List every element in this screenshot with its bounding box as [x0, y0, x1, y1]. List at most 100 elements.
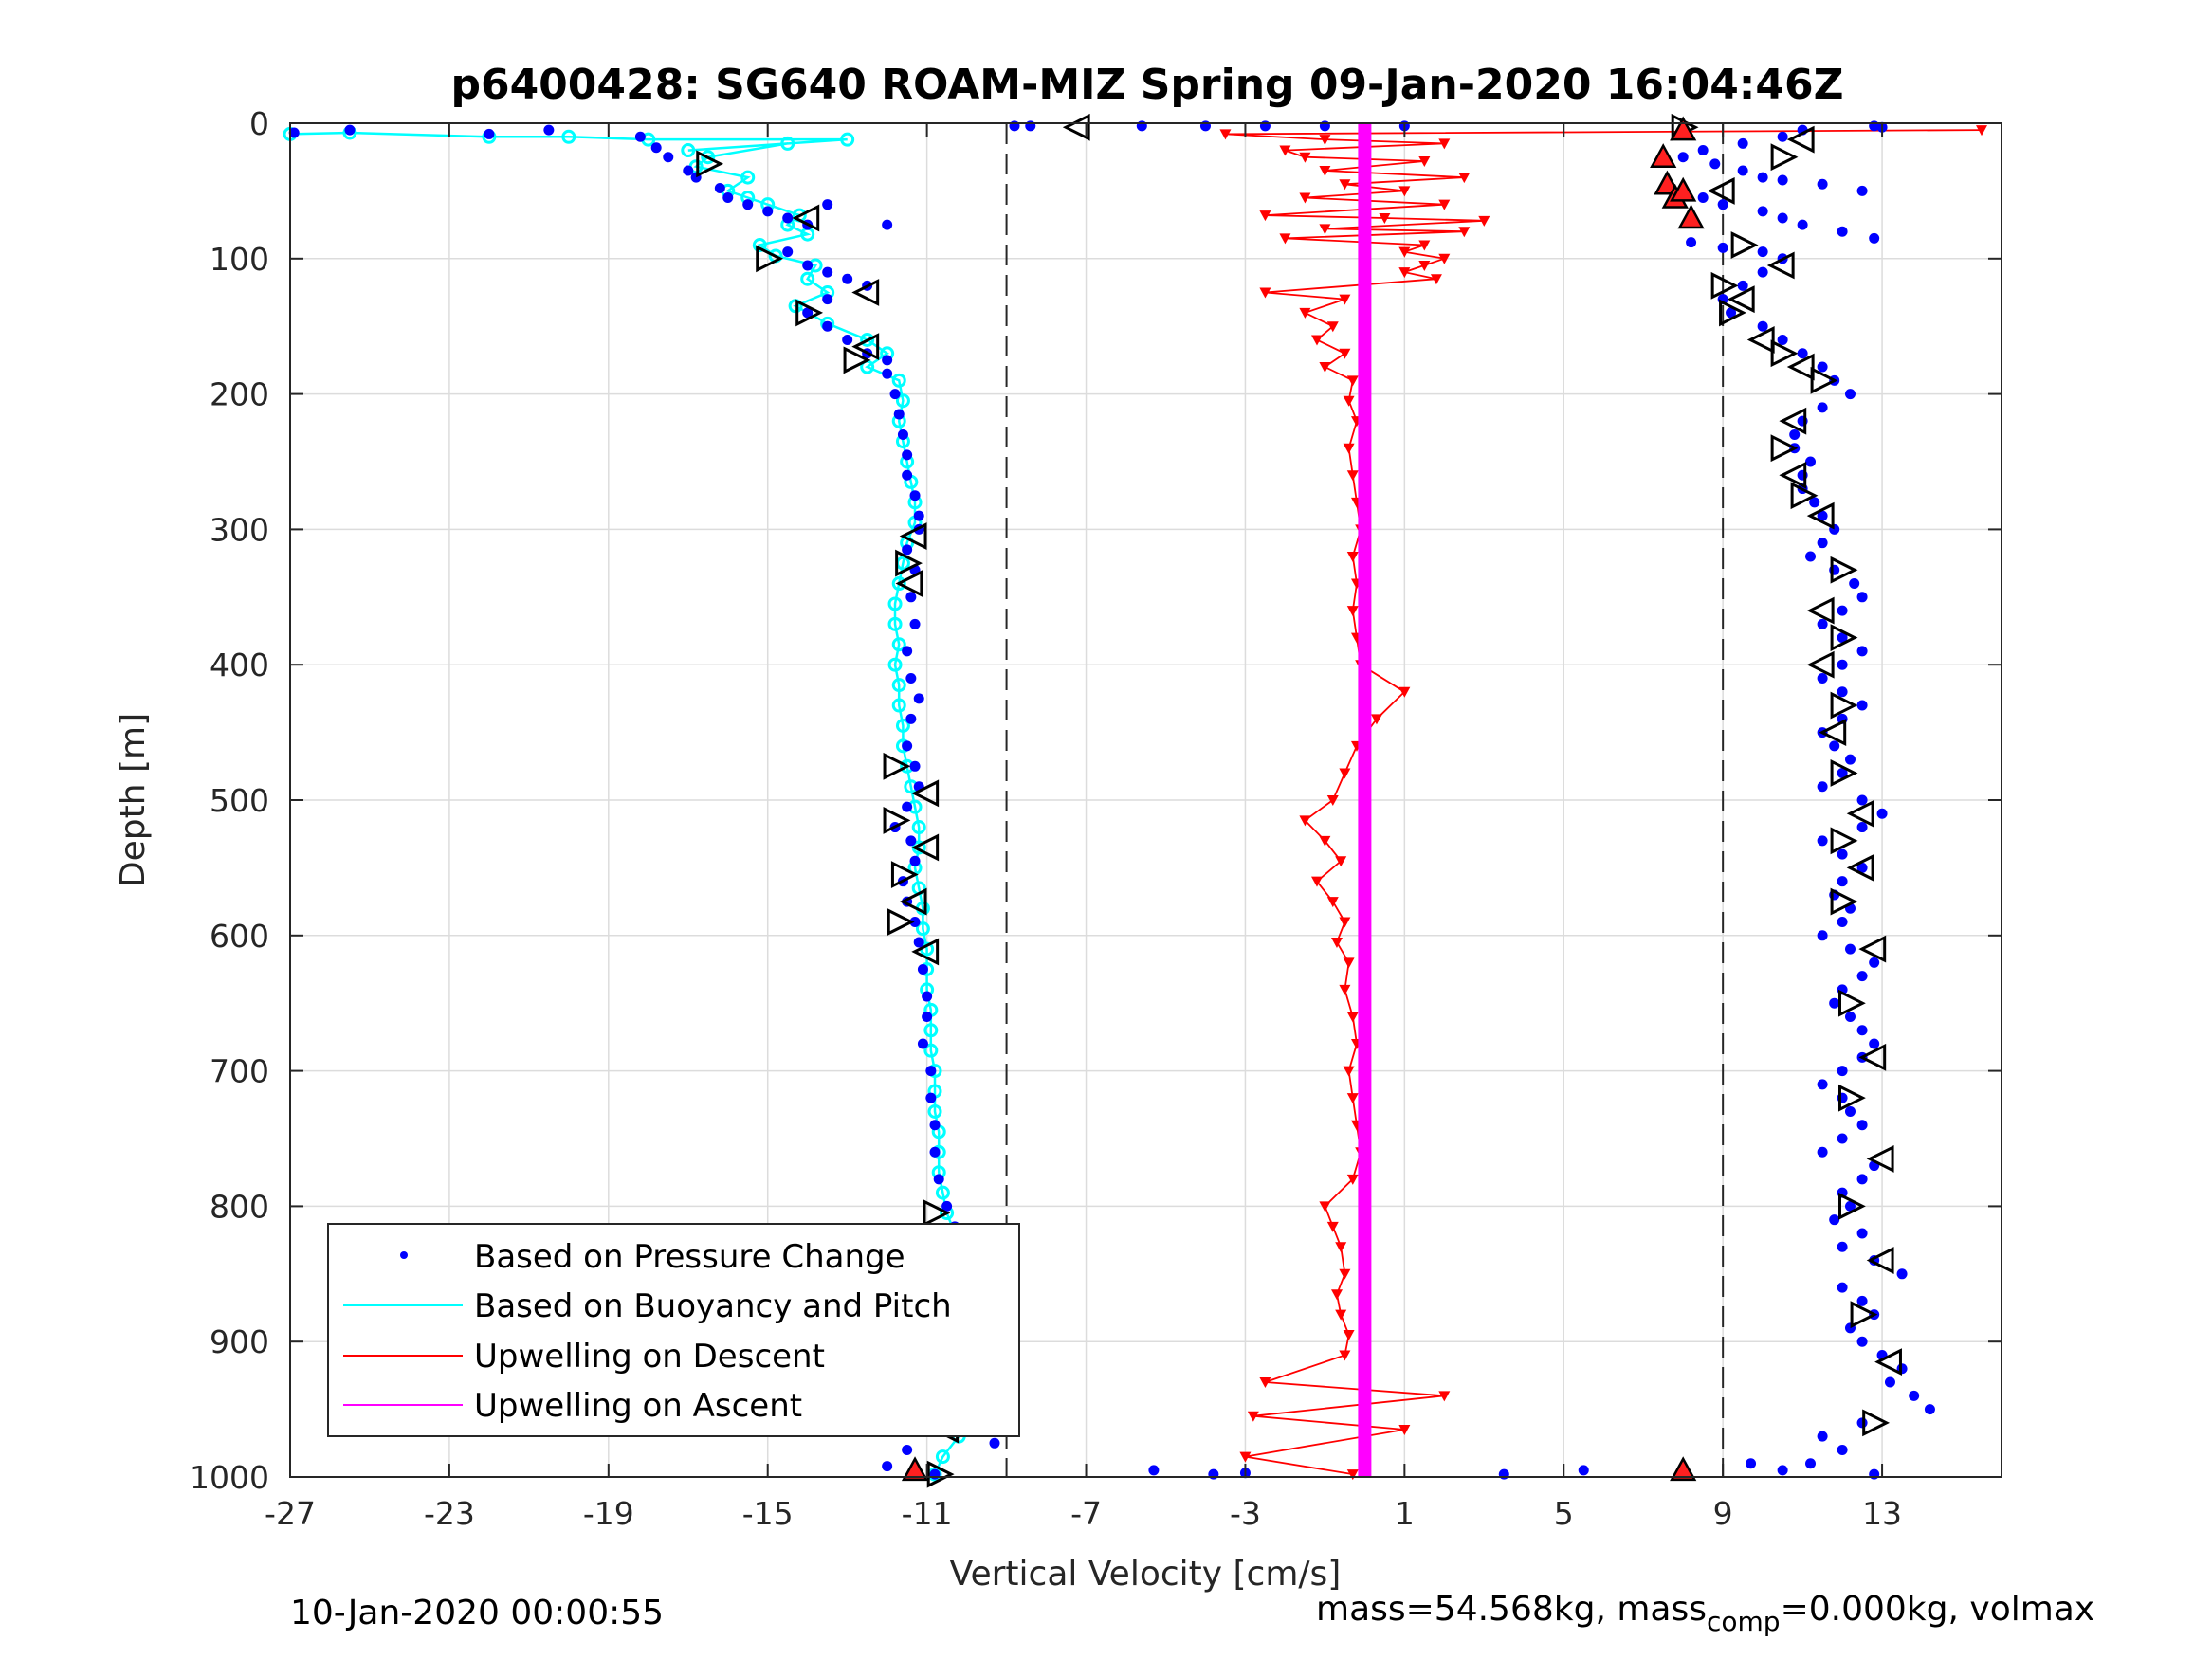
point-pressure	[1709, 158, 1721, 170]
series-layer	[283, 120, 1988, 1482]
point-pressure	[802, 260, 814, 271]
point-descent	[1343, 957, 1355, 969]
y-tick-label: 200	[210, 376, 269, 413]
marker-open-triangle	[1830, 556, 1858, 584]
point-descent	[1398, 686, 1411, 698]
point-descent	[1343, 443, 1355, 454]
point-pressure	[1809, 497, 1820, 508]
x-tick-label: -11	[902, 1495, 953, 1532]
marker-open-triangle	[1874, 1348, 1902, 1376]
point-pressure	[913, 510, 924, 521]
point-pressure	[1856, 862, 1868, 873]
point-pressure	[989, 1437, 1000, 1449]
point-descent	[1326, 321, 1339, 333]
point-pressure	[1856, 971, 1868, 982]
marker-open-triangle	[851, 333, 880, 361]
point-pressure	[1578, 1465, 1589, 1476]
point-pressure	[1777, 174, 1788, 186]
point-pressure	[1817, 1146, 1828, 1158]
x-tick-label: -15	[742, 1495, 794, 1532]
point-descent	[1259, 1377, 1271, 1389]
point-descent	[1343, 395, 1355, 407]
point-pressure	[1757, 246, 1768, 258]
point-pressure	[1746, 1458, 1757, 1469]
point-pressure	[782, 246, 794, 258]
point-descent	[1379, 212, 1391, 224]
point-descent	[1346, 375, 1359, 387]
marker-open-triangle	[1779, 407, 1807, 435]
point-pressure	[897, 428, 908, 440]
point-descent	[1438, 1391, 1451, 1402]
point-pressure	[922, 1011, 933, 1022]
point-descent	[1346, 1093, 1359, 1104]
point-pressure	[905, 592, 917, 603]
point-pressure	[1856, 794, 1868, 806]
point-pressure	[1717, 199, 1728, 210]
point-pressure	[1805, 551, 1817, 562]
point-pressure	[925, 1066, 937, 1077]
point-pressure	[1737, 165, 1748, 176]
marker-open-triangle	[1806, 596, 1835, 625]
point-descent	[1319, 165, 1331, 176]
point-pressure	[1856, 1417, 1868, 1429]
point-descent	[1418, 155, 1431, 167]
x-tick-label: -23	[424, 1495, 475, 1532]
marker-open-triangle	[1846, 799, 1874, 828]
point-pressure	[1856, 185, 1868, 196]
point-descent	[1339, 984, 1351, 995]
point-pressure	[902, 646, 913, 657]
point-pressure	[913, 693, 924, 704]
x-tick-label: 1	[1395, 1495, 1415, 1532]
point-pressure	[1817, 510, 1828, 521]
point-pressure	[902, 1444, 913, 1455]
point-pressure	[1805, 1458, 1817, 1469]
point-descent	[1398, 246, 1411, 258]
marker-open-triangle	[1062, 113, 1090, 141]
marker-open-triangle	[887, 908, 915, 936]
point-pressure	[1837, 848, 1848, 860]
point-descent	[1279, 233, 1291, 245]
y-tick-label: 700	[210, 1053, 269, 1090]
point-pressure	[1726, 307, 1737, 319]
marker-open-triangle	[911, 833, 940, 862]
point-descent	[1430, 274, 1442, 285]
y-axis-label: Depth [m]	[114, 713, 153, 887]
point-pressure	[902, 801, 913, 812]
x-tick-label: -19	[583, 1495, 634, 1532]
point-pressure	[1844, 754, 1856, 765]
marker-open-triangle	[1846, 853, 1874, 882]
point-descent	[1339, 1350, 1351, 1361]
marker-open-triangle	[1707, 176, 1735, 205]
legend-label-buoyancy: Based on Buoyancy and Pitch	[474, 1287, 952, 1325]
footer-mass-part2: =0.000kg, volmax	[1781, 1590, 2095, 1629]
marker-open-triangle	[1770, 143, 1799, 172]
point-pressure	[909, 490, 921, 501]
point-pressure	[1148, 1465, 1160, 1476]
point-pressure	[1837, 1133, 1848, 1144]
point-pressure	[889, 389, 901, 400]
point-descent	[1319, 135, 1331, 146]
marker-red-triangle	[901, 1456, 929, 1482]
point-pressure	[922, 991, 933, 1002]
point-buoyancy	[923, 1023, 939, 1038]
marker-open-triangle	[895, 549, 923, 577]
point-buoyancy	[887, 596, 903, 611]
marker-open-triangle	[1766, 251, 1795, 280]
point-pressure	[1757, 206, 1768, 217]
point-pressure	[882, 368, 893, 379]
point-buoyancy	[701, 150, 716, 165]
legend-entry-buoyancy: Based on Buoyancy and Pitch	[343, 1287, 952, 1325]
x-tick-label: 13	[1862, 1495, 1902, 1532]
point-pressure	[288, 127, 300, 138]
point-pressure	[1844, 1200, 1856, 1212]
point-pressure	[822, 294, 833, 305]
point-buoyancy	[935, 1449, 950, 1465]
point-pressure	[882, 1461, 893, 1472]
point-pressure	[1737, 280, 1748, 291]
point-pressure	[1817, 930, 1828, 941]
point-descent	[1319, 835, 1331, 847]
point-pressure	[929, 1146, 941, 1158]
point-pressure	[1805, 456, 1817, 467]
point-descent	[1339, 917, 1351, 928]
point-pressure	[1737, 137, 1748, 149]
